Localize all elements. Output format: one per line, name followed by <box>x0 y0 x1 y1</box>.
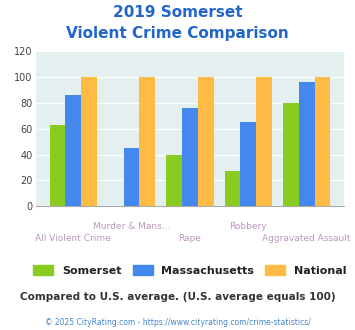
Bar <box>315 77 330 206</box>
Text: © 2025 CityRating.com - https://www.cityrating.com/crime-statistics/: © 2025 CityRating.com - https://www.city… <box>45 318 310 327</box>
Bar <box>182 108 198 206</box>
Bar <box>50 125 65 206</box>
Bar <box>140 77 155 206</box>
Bar <box>124 148 140 206</box>
Bar <box>225 171 240 206</box>
Text: All Violent Crime: All Violent Crime <box>35 234 111 243</box>
Text: Violent Crime Comparison: Violent Crime Comparison <box>66 26 289 41</box>
Text: Robbery: Robbery <box>229 222 267 231</box>
Bar <box>256 77 272 206</box>
Legend: Somerset, Massachusetts, National: Somerset, Massachusetts, National <box>30 261 350 279</box>
Text: Aggravated Assault: Aggravated Assault <box>262 234 351 243</box>
Bar <box>283 103 299 206</box>
Bar <box>81 77 97 206</box>
Bar <box>198 77 214 206</box>
Text: Compared to U.S. average. (U.S. average equals 100): Compared to U.S. average. (U.S. average … <box>20 292 335 302</box>
Bar <box>240 122 256 206</box>
Bar <box>166 154 182 206</box>
Text: 2019 Somerset: 2019 Somerset <box>113 5 242 20</box>
Text: Murder & Mans...: Murder & Mans... <box>93 222 170 231</box>
Bar <box>65 95 81 206</box>
Bar <box>299 82 315 206</box>
Text: Rape: Rape <box>179 234 201 243</box>
